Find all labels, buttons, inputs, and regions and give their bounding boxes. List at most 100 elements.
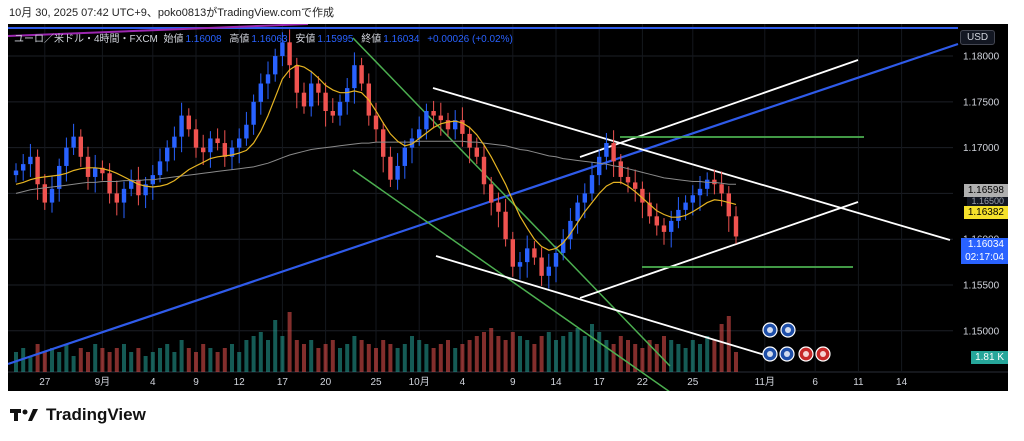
event-icon-dot (803, 351, 809, 357)
candle-body (193, 129, 199, 148)
volume-bar (482, 332, 486, 372)
candle-body (359, 65, 364, 84)
x-tick-label: 14 (550, 377, 562, 388)
volume-bar (86, 352, 90, 372)
candle-body (42, 184, 47, 203)
candle-body (136, 179, 141, 196)
currency-button[interactable]: USD (960, 30, 996, 45)
candle-body (453, 120, 458, 130)
volume-bar (64, 344, 69, 372)
volume-bars (14, 312, 738, 372)
volume-bar (208, 348, 213, 372)
volume-bar (402, 344, 407, 372)
y-tick-label: 1.17500 (963, 97, 1000, 108)
candle-body (481, 156, 487, 185)
candle-body (647, 202, 652, 217)
volume-bar (179, 340, 184, 372)
legend-low: 1.15995 (317, 34, 354, 45)
volume-bar (381, 340, 386, 372)
tradingview-brand[interactable]: TradingView (10, 405, 146, 425)
candle-body (237, 138, 242, 148)
volume-bar (611, 344, 616, 372)
candle-body (381, 129, 386, 157)
volume-bar (474, 336, 479, 372)
candle-body (208, 138, 213, 153)
candle-body (265, 74, 271, 84)
event-icon-dot (820, 351, 826, 357)
candle-body (697, 188, 703, 196)
ma-short-tag: 1.16382 (963, 206, 1008, 219)
x-tick-label: 9 (510, 377, 516, 388)
x-tick-label: 17 (277, 377, 289, 388)
candle-body (85, 156, 91, 177)
candle-body (172, 136, 177, 148)
volume-bar (35, 344, 40, 372)
candle-body (705, 179, 710, 189)
ma-long-tag: 1.16598 (963, 184, 1008, 197)
candle-body (13, 170, 19, 176)
volume-bar (633, 344, 638, 372)
volume-bar (294, 340, 299, 372)
volume-bar (604, 340, 609, 372)
candle-body (64, 147, 69, 166)
candle-body (395, 165, 400, 180)
candle-body (244, 124, 249, 139)
x-tick-label: 27 (39, 377, 51, 388)
trendline-drawings (8, 24, 959, 391)
candle-body (611, 143, 616, 162)
tradingview-logo-icon (10, 409, 38, 421)
candle-body (445, 120, 451, 130)
price-chart[interactable]: 1.180001.175001.170001.165001.160001.155… (8, 24, 1008, 391)
candle-body (546, 266, 551, 276)
candle-body (438, 115, 443, 121)
volume-bar (273, 320, 278, 372)
candle-body (49, 188, 55, 203)
candle-body (409, 138, 415, 148)
volume-bar (107, 352, 112, 372)
volume-bar (698, 344, 702, 372)
candle-body (301, 92, 307, 107)
event-icon-dot (784, 351, 790, 357)
y-tick-label: 1.15000 (963, 326, 1000, 337)
candle-body (676, 209, 681, 221)
volume-bar (575, 328, 580, 372)
candle-body (165, 147, 170, 162)
candle-body (625, 176, 631, 183)
legend-low-label: 安値 (295, 34, 316, 45)
legend-symbol: ユーロ／米ドル・4時間・FXCM (14, 34, 158, 45)
white-wedge-lower (435, 255, 769, 357)
candle-body (251, 101, 256, 125)
volume-bar (136, 348, 141, 372)
candle-body (201, 147, 206, 153)
candle-body (733, 216, 739, 237)
volume-bar (525, 340, 530, 372)
volume-bar (417, 340, 422, 372)
event-icon-dot (767, 351, 773, 357)
volume-bar (230, 344, 234, 372)
volume-bar (287, 312, 292, 372)
chart-panel[interactable]: 1.180001.175001.170001.165001.160001.155… (8, 24, 1008, 391)
volume-bar (280, 336, 285, 372)
volume-bar (626, 340, 630, 372)
x-tick-label: 4 (150, 377, 156, 388)
blue-trendline (8, 42, 959, 366)
volume-bar (309, 340, 314, 372)
countdown-text: 02:17:04 (965, 252, 1004, 263)
candle-body (539, 257, 544, 276)
volume-bar (424, 344, 429, 372)
volume-bar (453, 348, 458, 372)
volume-bar (338, 348, 342, 372)
volume-tag: 1.81 K (971, 351, 1008, 364)
x-tick-label: 11 (853, 377, 864, 388)
candle-body (388, 156, 393, 180)
volume-bar (489, 328, 494, 372)
volume-bar (503, 340, 508, 372)
y-tick-label: 1.15500 (963, 281, 1000, 292)
ma-long-line (15, 140, 736, 194)
volume-bar (561, 336, 566, 372)
candle-body (474, 147, 479, 157)
volume-bar (28, 356, 33, 372)
candle-body (640, 188, 645, 203)
volume-bar (719, 324, 724, 372)
volume-bar (510, 332, 515, 372)
